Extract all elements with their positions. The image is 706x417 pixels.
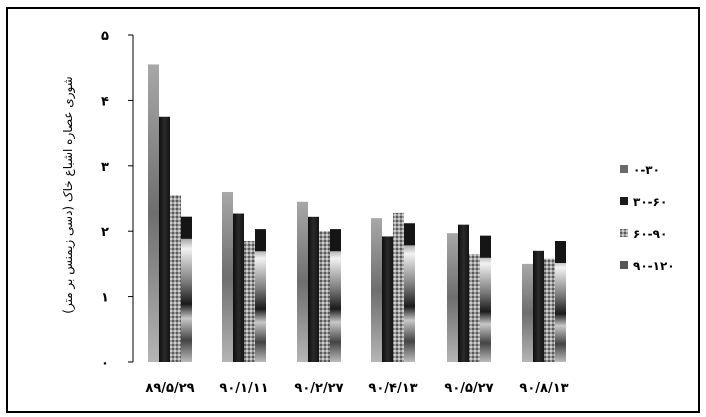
legend-swatch xyxy=(620,261,628,269)
chart-border xyxy=(6,7,700,413)
y-tick-label: ۰ xyxy=(101,356,109,371)
y-tick-label: ۵ xyxy=(101,29,109,44)
bars xyxy=(148,64,566,363)
x-tick-label: ۹۰/۴/۱۳ xyxy=(368,381,417,396)
bar-cap xyxy=(330,229,341,252)
legend-label: ۳۰-۶۰ xyxy=(633,195,667,209)
legend-label: ۹۰-۱۲۰ xyxy=(633,259,675,273)
y-axis-ticks: ۰ ۱ ۲ ۳ ۴ ۵ xyxy=(101,29,133,371)
legend-swatch xyxy=(620,165,628,173)
bar-2-series-3 xyxy=(244,241,255,362)
bar-5-series-3 xyxy=(469,254,480,362)
bar-cap xyxy=(555,241,566,264)
bar-cap xyxy=(404,223,415,246)
bar-3-series-2 xyxy=(308,216,319,362)
y-tick-label: ۴ xyxy=(101,94,109,109)
y-tick-label: ۲ xyxy=(101,225,109,240)
bar-6-series-4 xyxy=(555,241,566,362)
legend-label: ۰-۳۰ xyxy=(633,163,660,177)
bar-5-series-2 xyxy=(458,224,469,362)
bar-6-series-1 xyxy=(522,263,533,362)
bar-3-series-3 xyxy=(319,231,330,362)
x-tick-label: ۸۹/۵/۲۹ xyxy=(145,381,194,396)
bar-2-series-4 xyxy=(255,229,266,362)
bar-6-series-2 xyxy=(533,250,544,362)
bar-5-series-4 xyxy=(480,235,491,362)
bar-4-series-2 xyxy=(382,236,393,362)
y-axis-title: شوری عصاره اشباع خاک (دسی زیمنس بر متر) xyxy=(61,76,76,313)
bar-5-series-1 xyxy=(447,233,458,362)
x-axis-labels: ۸۹/۵/۲۹ ۹۰/۱/۱۱ ۹۰/۲/۲۷ ۹۰/۴/۱۳ ۹۰/۵/۲۷ ۹۰/۸/… xyxy=(145,381,568,396)
bar-cap xyxy=(480,235,491,258)
x-tick-label: ۹۰/۲/۲۷ xyxy=(294,381,343,396)
legend-swatch xyxy=(620,229,628,237)
bar-1-series-4 xyxy=(181,216,192,362)
bar-1-series-1 xyxy=(148,64,159,363)
y-tick-label: ۱ xyxy=(101,291,109,306)
x-tick-label: ۹۰/۸/۱۳ xyxy=(519,381,568,396)
bar-1-series-2 xyxy=(159,116,170,362)
bar-1-series-3 xyxy=(170,195,181,362)
x-tick-label: ۹۰/۵/۲۷ xyxy=(444,381,493,396)
bar-2-series-2 xyxy=(233,213,244,362)
bar-3-series-4 xyxy=(330,229,341,362)
bar-3-series-1 xyxy=(297,201,308,362)
bar-cap xyxy=(255,229,266,252)
y-tick-label: ۳ xyxy=(101,160,109,175)
bar-4-series-3 xyxy=(393,212,404,362)
x-tick-label: ۹۰/۱/۱۱ xyxy=(219,381,268,396)
bar-4-series-4 xyxy=(404,223,415,362)
legend: ۰-۳۰ ۳۰-۶۰ ۶۰-۹۰ ۹۰-۱۲۰ xyxy=(620,163,675,273)
bar-2-series-1 xyxy=(222,191,233,362)
bar-6-series-3 xyxy=(544,258,555,362)
legend-swatch xyxy=(620,197,628,205)
bar-4-series-1 xyxy=(371,218,382,362)
legend-label: ۶۰-۹۰ xyxy=(633,227,667,241)
bar-cap xyxy=(181,216,192,239)
